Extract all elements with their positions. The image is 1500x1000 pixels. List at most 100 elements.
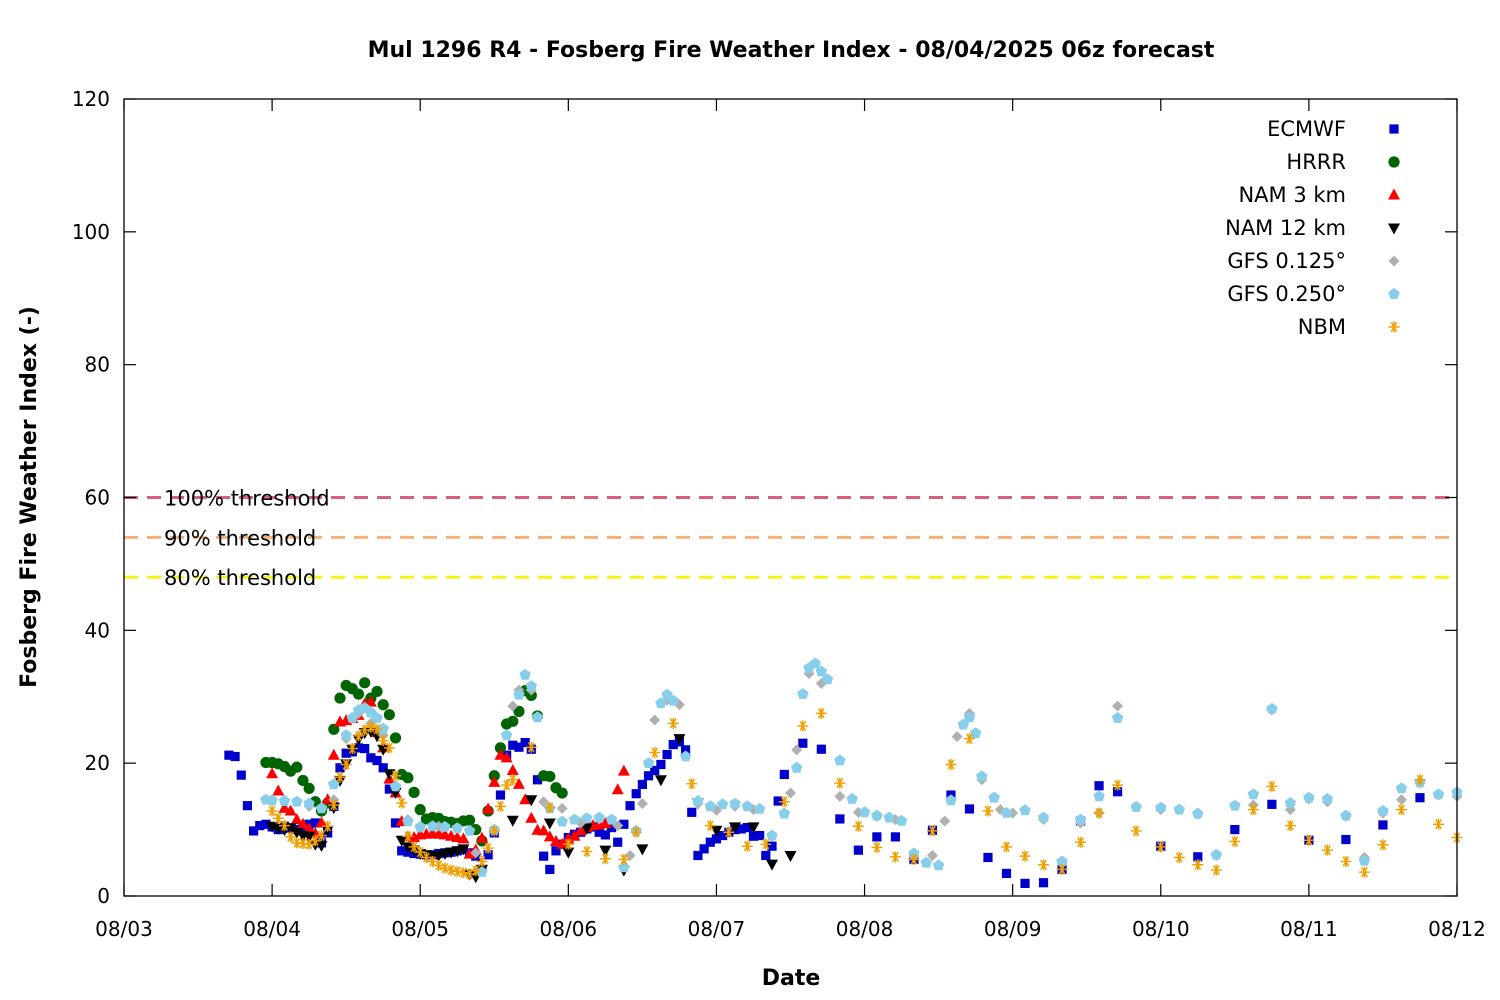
data-point-nam-3-km xyxy=(303,822,316,834)
chart-title: Mul 1296 R4 - Fosberg Fire Weather Index… xyxy=(368,38,1215,63)
data-point-ecmwf xyxy=(662,749,672,760)
data-point-gfs-0-250 xyxy=(1303,791,1315,803)
data-point-nam-3-km xyxy=(494,748,507,760)
data-point-ecmwf xyxy=(619,819,629,829)
data-point-nam-3-km xyxy=(574,824,587,836)
data-point-ecmwf xyxy=(372,755,382,766)
data-point-nbm xyxy=(815,707,827,719)
x-tick-label: 08/03 xyxy=(95,917,153,941)
data-point-nbm xyxy=(1284,820,1296,832)
data-point-gfs-0-250 xyxy=(1358,854,1371,866)
data-point-ecmwf xyxy=(755,830,765,841)
y-tick-label: 0 xyxy=(97,884,110,908)
data-point-gfs-0-250 xyxy=(531,711,544,723)
data-point-gfs-0-250 xyxy=(328,778,340,790)
tick-layer: 0 20 40 60 80 100 120 08/03 08/04 08/05 08/06 08/07… xyxy=(72,87,1486,941)
data-point-gfs-0-250 xyxy=(766,829,778,841)
data-point-hrrr xyxy=(371,685,383,698)
data-point-nbm xyxy=(371,723,383,735)
data-point-nbm xyxy=(889,851,901,863)
data-point-gfs-0-250 xyxy=(741,800,753,812)
data-point-nbm xyxy=(1038,859,1050,871)
data-point-ecmwf xyxy=(853,845,863,855)
data-point-gfs-0-250 xyxy=(266,794,278,806)
data-point-gfs-0-250 xyxy=(513,688,525,700)
data-point-nbm xyxy=(908,853,920,865)
y-axis-label: Fosberg Fire Weather Index (-) xyxy=(17,306,42,688)
data-point-ecmwf xyxy=(366,753,376,763)
data-point-hrrr xyxy=(334,692,346,704)
x-tick-label: 08/08 xyxy=(836,917,894,941)
data-point-gfs-0-250 xyxy=(340,729,352,741)
data-point-nbm xyxy=(723,826,735,838)
data-point-ecmwf xyxy=(668,739,678,750)
data-point-gfs-0-250 xyxy=(753,803,766,814)
data-point-nbm xyxy=(445,864,457,876)
data-point-nbm xyxy=(1210,864,1222,876)
data-point-nbm xyxy=(1432,818,1444,830)
data-point-hrrr xyxy=(303,782,315,795)
data-point-nbm xyxy=(402,830,414,842)
data-point-gfs-0-250 xyxy=(1173,803,1185,815)
data-point-nbm xyxy=(315,830,327,842)
data-point-nbm xyxy=(926,825,938,837)
data-point-ecmwf xyxy=(1001,868,1012,879)
data-point-gfs-0-250 xyxy=(661,688,673,700)
data-point-nbm xyxy=(507,774,519,786)
data-point-hrrr xyxy=(291,761,303,773)
data-point-nbm xyxy=(396,797,408,809)
data-point-ecmwf xyxy=(600,830,610,840)
data-point-gfs-0-250 xyxy=(834,754,846,766)
data-point-nbm xyxy=(488,825,500,837)
series-hrrr xyxy=(260,677,568,847)
data-point-gfs-0-250 xyxy=(1321,793,1334,804)
data-point-gfs-0-250 xyxy=(1247,788,1260,800)
data-point-gfs-0-250 xyxy=(679,750,692,762)
data-point-nbm xyxy=(346,743,358,755)
data-point-nam-3-km xyxy=(315,816,328,828)
data-point-ecmwf xyxy=(236,770,246,780)
data-point-ecmwf xyxy=(360,743,370,754)
data-point-hrrr xyxy=(463,814,476,826)
data-point-ecmwf xyxy=(643,771,654,781)
data-point-ecmwf xyxy=(835,814,845,824)
legend-label-nbm: NBM xyxy=(1298,315,1346,339)
data-point-gfs-0-250 xyxy=(568,813,581,825)
data-point-ecmwf xyxy=(520,737,530,748)
data-point-gfs-0-125 xyxy=(624,849,636,861)
data-point-gfs-0-250 xyxy=(1266,702,1278,714)
data-point-nbm xyxy=(1001,841,1012,853)
data-point-nbm xyxy=(433,859,445,871)
data-point-ecmwf xyxy=(384,784,394,794)
data-point-ecmwf xyxy=(495,790,506,800)
data-point-nam-12-km xyxy=(580,823,593,835)
data-point-ecmwf xyxy=(798,738,808,748)
data-point-ecmwf xyxy=(1112,787,1123,797)
x-tick-label: 08/04 xyxy=(243,917,301,941)
data-point-gfs-0-250 xyxy=(1130,801,1142,812)
data-point-gfs-0-250 xyxy=(932,859,945,871)
data-point-nbm xyxy=(562,838,574,850)
data-point-nam-12-km xyxy=(728,822,741,834)
x-tick-label: 08/05 xyxy=(391,917,449,941)
data-point-gfs-0-250 xyxy=(1340,809,1352,821)
data-point-nbm xyxy=(871,842,883,854)
data-point-hrrr xyxy=(352,688,365,700)
data-point-nam-12-km xyxy=(290,827,303,839)
data-point-gfs-0-250 xyxy=(278,795,291,806)
data-point-ecmwf xyxy=(1020,878,1030,888)
data-point-nam-3-km xyxy=(284,804,297,816)
data-point-nam-3-km xyxy=(278,801,291,813)
data-point-nam-12-km xyxy=(303,831,316,843)
data-point-gfs-0-250 xyxy=(291,795,303,807)
data-point-ecmwf xyxy=(705,837,715,847)
data-point-nbm xyxy=(266,805,278,817)
data-point-nbm xyxy=(618,853,630,865)
data-point-ecmwf xyxy=(1038,878,1049,888)
data-point-nam-12-km xyxy=(673,734,686,746)
data-point-nbm xyxy=(852,820,864,832)
y-tick-label: 60 xyxy=(85,486,110,510)
data-point-nbm xyxy=(309,835,321,847)
data-point-ecmwf xyxy=(539,851,549,861)
data-point-ecmwf xyxy=(341,748,351,758)
